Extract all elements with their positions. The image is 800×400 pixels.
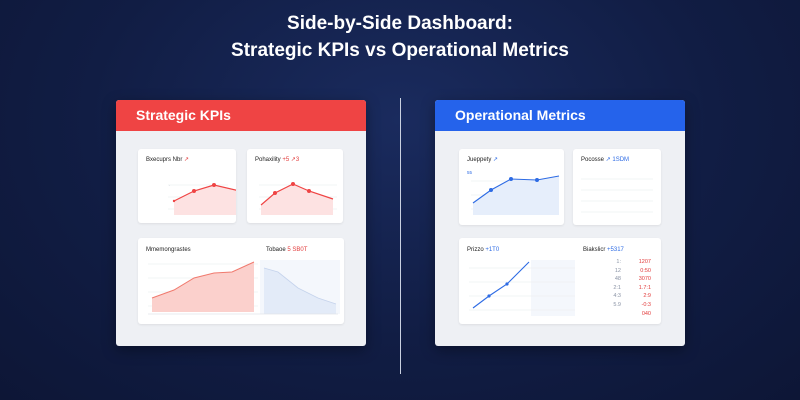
- stat-row: 48 3070: [614, 276, 651, 283]
- operational-card-2[interactable]: Pocosse ↗ 1SDM: [573, 149, 661, 225]
- card-suffix: +1T0: [485, 247, 500, 253]
- data-point: [273, 191, 277, 195]
- dashboard-title-line2: Strategic KPIs vs Operational Metrics: [231, 40, 569, 61]
- svg-text:·: ·: [169, 183, 170, 188]
- operational-card-3[interactable]: Prizzo +1T0 Biakslicr +5317 1: 1207 12 0:5…: [459, 238, 661, 324]
- data-point: [192, 189, 196, 193]
- card-suffix: +5317: [607, 247, 624, 253]
- data-point: [307, 189, 311, 193]
- card-label: Tobaoe: [266, 247, 286, 253]
- strategic-area-charts: [148, 260, 340, 315]
- card-label: Prizzo: [467, 247, 484, 253]
- data-point: [509, 177, 513, 181]
- stat-row: 4:3 2:9: [613, 293, 651, 300]
- operational-line-chart-2: [469, 260, 575, 316]
- series-line: [173, 184, 236, 202]
- card-label: Pocosse: [581, 157, 605, 163]
- data-point: [505, 282, 509, 286]
- card-label: Mmemongrastes: [146, 247, 191, 253]
- center-divider: [400, 98, 401, 374]
- stat-row: 2:1 1.7:1: [613, 284, 651, 291]
- card-suffix: ↗: [493, 157, 499, 163]
- operational-card-1[interactable]: Jueppety ↗ 55: [459, 149, 564, 225]
- series-line: [151, 261, 255, 299]
- strategic-line-chart-2: [259, 182, 337, 215]
- data-point: [291, 182, 295, 186]
- operational-empty-chart: [581, 178, 653, 213]
- strategic-line-chart-1: ·: [168, 183, 236, 215]
- card-suffix: 5 SB0T: [287, 247, 308, 253]
- data-point: [489, 188, 493, 192]
- stats-list: 1: 1207 12 0:50 48 3070 2:1 1.7:1 4:3 2:9 5.9…: [609, 258, 651, 318]
- series-line: [472, 261, 530, 309]
- data-point: [212, 183, 216, 187]
- area-fill: [174, 185, 236, 215]
- stat-row: 12 0:50: [614, 267, 651, 274]
- dashboard-title-line1: Side-by-Side Dashboard:: [287, 13, 513, 34]
- series-line: [263, 267, 337, 305]
- card-label: Bxecuprs Nbr: [146, 157, 183, 163]
- strategic-kpis-panel: Strategic KPIs Bxecuprs Nbr ↗ · Pohaxili…: [116, 100, 366, 346]
- axis-label: 55: [467, 170, 473, 175]
- data-point: [535, 178, 539, 182]
- area-fill: [264, 268, 336, 314]
- data-point: [487, 294, 491, 298]
- card-label: Biakslicr: [583, 247, 606, 253]
- operational-metrics-panel: Operational Metrics Jueppety ↗ 55 Pocoss…: [435, 100, 685, 346]
- area-fill: [261, 184, 333, 215]
- data-point: [172, 199, 176, 203]
- card-suffix: ↗: [184, 157, 190, 163]
- stat-row: 1: 1207: [616, 259, 651, 265]
- stat-row: 5.9 -0:3 040: [613, 301, 651, 317]
- strategic-card-2[interactable]: Pohaxility +5 ↗3: [247, 149, 343, 223]
- area-fill: [152, 262, 254, 312]
- strategic-card-1[interactable]: Bxecuprs Nbr ↗ ·: [138, 149, 236, 223]
- operational-metrics-header: Operational Metrics: [435, 100, 685, 131]
- area-fill: [473, 176, 559, 215]
- card-label: Pohaxility: [255, 157, 281, 163]
- card-suffix: ↗ 1SDM: [605, 157, 630, 163]
- strategic-card-3[interactable]: Mmemongrastes Tobaoe 5 SB0T: [138, 238, 344, 324]
- card-label: Jueppety: [467, 157, 492, 163]
- card-suffix: +5 ↗3: [282, 157, 300, 163]
- operational-line-chart-1: [471, 175, 560, 215]
- strategic-kpis-header: Strategic KPIs: [116, 100, 366, 131]
